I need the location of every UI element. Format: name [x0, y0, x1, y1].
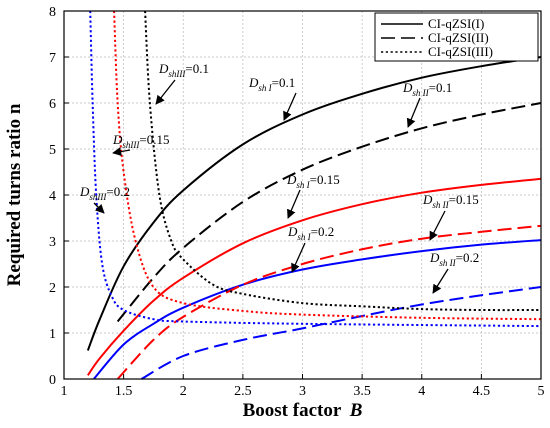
- series-line-ii-d02: [141, 286, 542, 380]
- y-tick-label: 8: [49, 5, 56, 20]
- x-axis-label-text: Boost factor: [243, 400, 342, 421]
- series-line-i-d01: [86, 56, 542, 351]
- y-tick-label: 1: [49, 327, 56, 342]
- series-line-ii-d01: [116, 102, 542, 323]
- x-tick-label: 5: [538, 384, 545, 399]
- grid: [64, 11, 541, 379]
- x-tick-label: 3.5: [353, 384, 371, 399]
- legend: CI-qZSI(I)CI-qZSI(II)CI-qZSI(III): [374, 12, 539, 62]
- series-line-iii-d02: [89, 10, 542, 328]
- x-tick-label: 3: [299, 384, 306, 399]
- x-tick-label: 1.5: [115, 384, 133, 399]
- y-tick-label: 0: [49, 373, 56, 388]
- annotation: DshIII=0.15: [112, 132, 169, 157]
- y-tick-label: 3: [49, 235, 56, 250]
- series-line-i-d02: [93, 239, 542, 380]
- y-tick-label: 2: [49, 281, 56, 296]
- annotation: Dsh I=0.1: [248, 75, 297, 121]
- annotation-arrow: [283, 92, 297, 121]
- annotation-label: Dsh II=0.15: [422, 192, 479, 210]
- series-group: [86, 10, 542, 380]
- x-tick-label: 2: [180, 384, 187, 399]
- annotation-arrow: [432, 268, 449, 294]
- annotation-arrow: [155, 79, 176, 105]
- legend-label: CI-qZSI(III): [428, 44, 493, 59]
- annotation: Dsh I=0.15: [286, 172, 340, 219]
- x-axis-label: Boost factor B: [243, 400, 363, 421]
- annotation-label: Dsh II=0.1: [402, 80, 452, 98]
- annotation-label: Dsh I=0.15: [286, 172, 340, 190]
- annotation-arrow: [406, 97, 421, 128]
- series-line-iii-d01: [144, 10, 542, 312]
- x-tick-label: 2.5: [234, 384, 252, 399]
- annotation-arrow: [287, 189, 301, 219]
- y-tick-label: 7: [49, 51, 56, 66]
- annotation-label: DshIII=0.2: [79, 184, 130, 202]
- x-tick-label: 1: [61, 384, 68, 399]
- series-line-iii-d015: [113, 10, 542, 321]
- x-axis-label-var: B: [349, 400, 363, 421]
- annotation: Dsh II=0.2: [429, 250, 479, 294]
- annotation-arrow: [93, 202, 105, 214]
- y-axis-label: Required turns ratio n: [4, 103, 25, 286]
- annotations: DshIII=0.1 Dsh I=0.1 Dsh II=0.1 DshIII=0.15…: [79, 61, 479, 294]
- annotation: DshIII=0.2: [79, 184, 130, 214]
- annotation-label: DshIII=0.15: [112, 132, 169, 150]
- annotation-label: Dsh I=0.1: [248, 75, 295, 93]
- annotation: Dsh II=0.15: [422, 192, 479, 241]
- annotation: Dsh II=0.1: [402, 80, 452, 128]
- annotation: Dsh I=0.2: [287, 224, 334, 273]
- annotation: DshIII=0.1: [155, 61, 209, 105]
- annotation-label: Dsh II=0.2: [429, 250, 479, 268]
- x-tick-label: 4: [418, 384, 425, 399]
- y-tick-label: 5: [49, 143, 56, 158]
- legend-label: CI-qZSI(II): [428, 30, 489, 45]
- annotation-arrow: [112, 147, 131, 157]
- y-tick-label: 6: [49, 97, 56, 112]
- annotation-arrow: [429, 210, 446, 241]
- y-tick-label: 4: [49, 189, 56, 204]
- annotation-label: Dsh I=0.2: [287, 224, 334, 242]
- annotation-arrow: [291, 242, 306, 273]
- series-line-ii-d015: [116, 224, 542, 380]
- x-tick-label: 4.5: [473, 384, 491, 399]
- series-line-i-d015: [87, 177, 542, 376]
- legend-label: CI-qZSI(I): [428, 16, 484, 31]
- legend-box: [374, 12, 539, 62]
- annotation-label: DshIII=0.1: [158, 61, 209, 79]
